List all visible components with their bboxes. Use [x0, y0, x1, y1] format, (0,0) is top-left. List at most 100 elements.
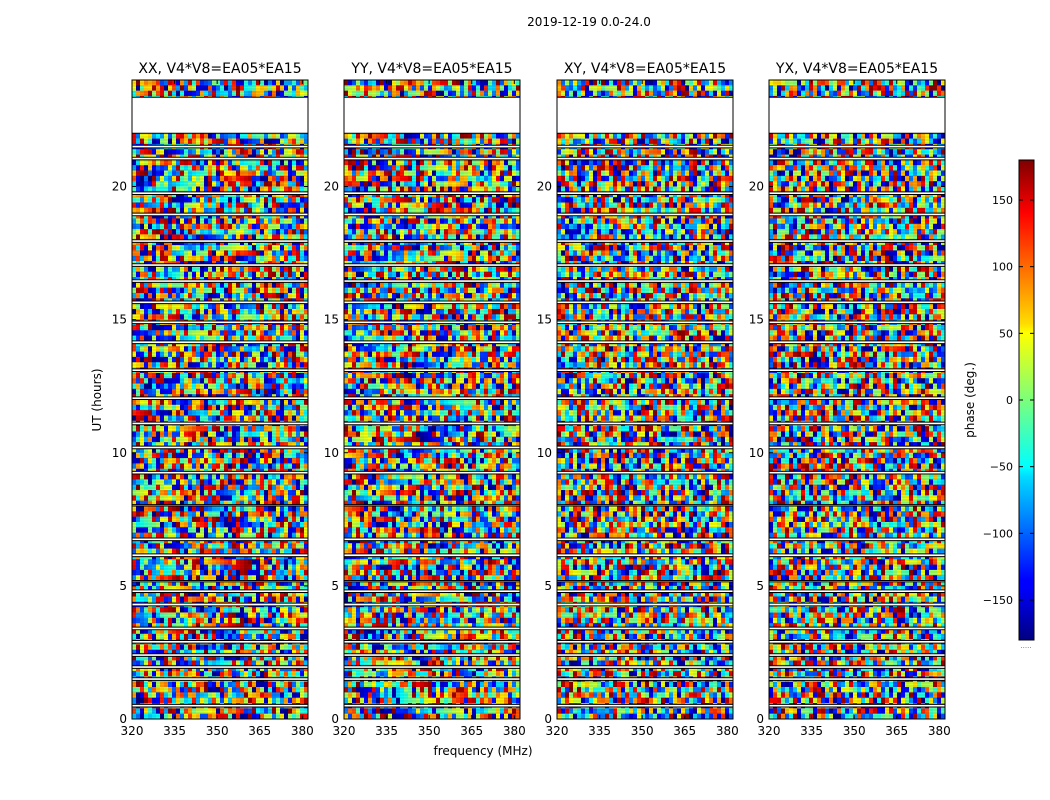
- heatmap-cell: [172, 282, 176, 288]
- heatmap-cell: [208, 250, 212, 256]
- panels: XX, V4*V8=EA05*EA15320 335 350 365 380051015…: [112, 61, 951, 738]
- heatmap-cell: [188, 272, 192, 278]
- heatmap-cell: [260, 218, 264, 224]
- heatmap-cell: [204, 202, 208, 208]
- heatmap-cell: [236, 272, 240, 278]
- heatmap-cell: [240, 91, 244, 97]
- heatmap-cell: [288, 91, 292, 97]
- heatmap-cell: [212, 171, 216, 177]
- heatmap-cell: [240, 282, 244, 288]
- heatmap-cell: [144, 202, 148, 208]
- heatmap-cell: [252, 218, 256, 224]
- heatmap-cell: [248, 91, 252, 97]
- heatmap-cell: [260, 266, 264, 272]
- heatmap-cell: [168, 250, 172, 256]
- heatmap-cell: [132, 373, 136, 379]
- heatmap-cell: [232, 256, 236, 262]
- heatmap-cell: [256, 250, 260, 256]
- heatmap-cell: [192, 304, 196, 310]
- heatmap-cell: [192, 202, 196, 208]
- heatmap-cell: [232, 373, 236, 379]
- heatmap-cell: [276, 282, 280, 288]
- heatmap-cell: [220, 256, 224, 262]
- heatmap-cell: [276, 224, 280, 230]
- heatmap-cell: [156, 304, 160, 310]
- heatmap-cell: [296, 357, 300, 363]
- heatmap-cell: [136, 373, 140, 379]
- heatmap-cell: [264, 176, 268, 182]
- heatmap-cell: [216, 85, 220, 91]
- heatmap-cell: [208, 272, 212, 278]
- heatmap-cell: [248, 272, 252, 278]
- heatmap-cell: [156, 224, 160, 230]
- heatmap-cell: [224, 304, 228, 310]
- heatmap-cell: [144, 171, 148, 177]
- heatmap-cell: [220, 160, 224, 166]
- heatmap-cell: [208, 91, 212, 97]
- heatmap-cell: [132, 91, 136, 97]
- heatmap-cell: [180, 171, 184, 177]
- heatmap-cell: [300, 224, 304, 230]
- heatmap-cell: [292, 91, 296, 97]
- heatmap-cell: [156, 357, 160, 363]
- heatmap-cell: [276, 266, 280, 272]
- heatmap-cell: [236, 357, 240, 363]
- heatmap-cell: [180, 85, 184, 91]
- heatmap-cell: [232, 202, 236, 208]
- heatmap-cell: [180, 224, 184, 230]
- heatmap-cell: [200, 352, 204, 358]
- heatmap-cell: [292, 373, 296, 379]
- heatmap-cell: [284, 325, 288, 331]
- heatmap-cell: [148, 139, 152, 145]
- heatmap-cell: [156, 373, 160, 379]
- heatmap-cell: [184, 139, 188, 145]
- heatmap-cell: [300, 202, 304, 208]
- heatmap-cell: [252, 176, 256, 182]
- heatmap-cell: [164, 250, 168, 256]
- heatmap-cell: [212, 373, 216, 379]
- heatmap-cell: [276, 256, 280, 262]
- heatmap-cell: [284, 266, 288, 272]
- heatmap-cell: [264, 224, 268, 230]
- heatmap-cell: [216, 160, 220, 166]
- heatmap-cell: [204, 85, 208, 91]
- heatmap-cell: [148, 352, 152, 358]
- heatmap-cell: [200, 266, 204, 272]
- heatmap-cell: [248, 218, 252, 224]
- heatmap-cell: [236, 160, 240, 166]
- heatmap-cell: [196, 218, 200, 224]
- heatmap-cell: [232, 352, 236, 358]
- heatmap-cell: [208, 373, 212, 379]
- heatmap-cell: [252, 282, 256, 288]
- heatmap-cell: [196, 91, 200, 97]
- heatmap-cell: [208, 85, 212, 91]
- heatmap-cell: [132, 250, 136, 256]
- heatmap-cell: [264, 272, 268, 278]
- heatmap-cell: [168, 85, 172, 91]
- heatmap-cell: [168, 139, 172, 145]
- heatmap-cell: [152, 352, 156, 358]
- heatmap-cell: [296, 352, 300, 358]
- heatmap-cell: [164, 176, 168, 182]
- heatmap-cell: [148, 224, 152, 230]
- heatmap-cell: [292, 224, 296, 230]
- heatmap-cell: [232, 224, 236, 230]
- heatmap-cell: [288, 176, 292, 182]
- heatmap-cell: [168, 304, 172, 310]
- heatmap-cell: [300, 325, 304, 331]
- heatmap-cell: [264, 373, 268, 379]
- heatmap-cell: [160, 266, 164, 272]
- heatmap-cell: [136, 202, 140, 208]
- heatmap-cell: [192, 139, 196, 145]
- heatmap-cell: [204, 304, 208, 310]
- heatmap-cell: [132, 85, 136, 91]
- heatmap-cell: [208, 325, 212, 331]
- heatmap-cell: [172, 250, 176, 256]
- heatmap-cell: [160, 250, 164, 256]
- heatmap-cell: [276, 325, 280, 331]
- heatmap-cell: [200, 176, 204, 182]
- heatmap-cell: [252, 85, 256, 91]
- heatmap-cell: [248, 160, 252, 166]
- heatmap-cell: [184, 176, 188, 182]
- heatmap-cell: [224, 288, 228, 294]
